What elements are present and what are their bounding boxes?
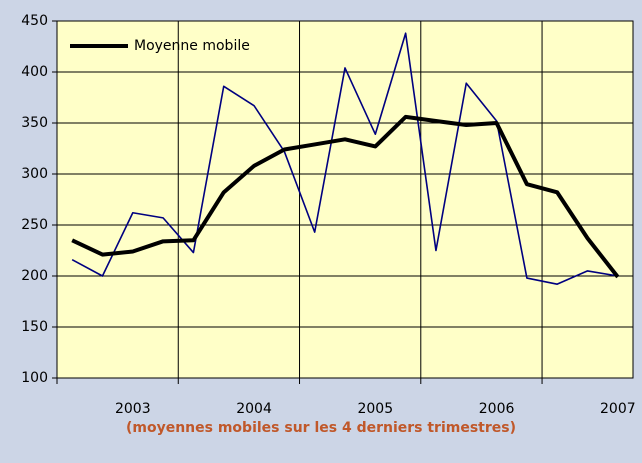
footnote: (moyennes mobiles sur les 4 derniers tri… bbox=[126, 420, 516, 436]
y-tick-label: 150 bbox=[21, 319, 48, 335]
plot-border bbox=[56, 20, 634, 379]
legend-label: Moyenne mobile bbox=[134, 38, 250, 54]
x-tick-label: 2005 bbox=[357, 401, 393, 417]
x-tick-label: 2003 bbox=[115, 401, 151, 417]
plot-area bbox=[57, 21, 633, 378]
x-tick-label: 2004 bbox=[236, 401, 272, 417]
y-tick-label: 100 bbox=[21, 370, 48, 386]
x-tick-label: 2006 bbox=[479, 401, 515, 417]
series-line bbox=[71, 114, 620, 279]
y-tick-label: 250 bbox=[21, 217, 48, 233]
series-line bbox=[71, 32, 618, 285]
y-tick-label: 300 bbox=[21, 166, 48, 182]
y-tick-label: 400 bbox=[21, 64, 48, 80]
x-tick-label: 2007 bbox=[600, 401, 636, 417]
y-tick-label: 450 bbox=[21, 13, 48, 29]
y-tick-label: 350 bbox=[21, 115, 48, 131]
y-tick-label: 200 bbox=[21, 268, 48, 284]
